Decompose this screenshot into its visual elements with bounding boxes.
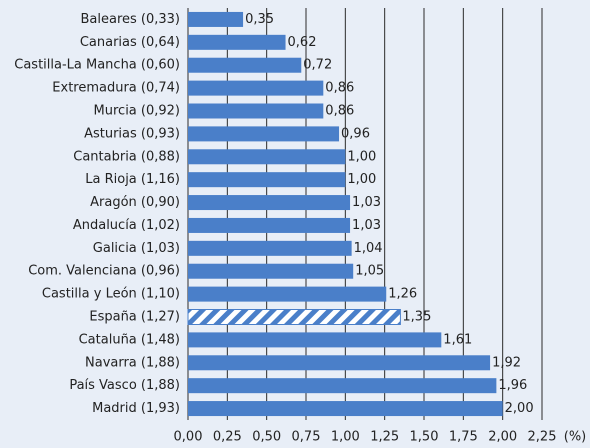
x-tick-label: 0,25 <box>213 430 242 445</box>
y-tick-label: Navarra (1,88) <box>85 355 180 370</box>
x-tick-label: 1,00 <box>331 430 360 445</box>
y-tick-label: Extremadura (0,74) <box>52 81 180 96</box>
y-tick-label: Aragón (0,90) <box>90 195 180 210</box>
x-tick-label: 1,25 <box>370 430 399 445</box>
x-tick-label: 1,50 <box>410 430 439 445</box>
y-tick-label: País Vasco (1,88) <box>69 378 180 393</box>
x-axis-label: (%) <box>564 430 587 445</box>
y-tick-label: Galicia (1,03) <box>93 241 180 256</box>
value-label: 0,62 <box>288 35 317 50</box>
value-label: 0,35 <box>245 12 274 27</box>
x-tick-label: 0,00 <box>174 430 203 445</box>
value-label: 0,86 <box>325 104 354 119</box>
x-tick-label: 0,50 <box>252 430 281 445</box>
x-tick-label: 1,75 <box>449 430 478 445</box>
value-label: 1,92 <box>492 355 521 370</box>
value-label: 1,00 <box>347 149 376 164</box>
value-label: 1,35 <box>402 310 431 325</box>
y-tick-label: Asturias (0,93) <box>84 126 180 141</box>
value-label: 1,03 <box>352 195 381 210</box>
y-tick-label: Madrid (1,93) <box>92 401 180 416</box>
y-tick-label: Andalucía (1,02) <box>73 218 180 233</box>
bar <box>188 34 286 50</box>
bar <box>188 11 244 27</box>
bar <box>188 240 352 256</box>
bar <box>188 103 324 119</box>
bar <box>188 57 302 73</box>
bar <box>188 286 387 302</box>
value-label: 1,04 <box>354 241 383 256</box>
value-label: 1,03 <box>352 218 381 233</box>
y-tick-label: Canarias (0,64) <box>80 35 180 50</box>
bar <box>188 149 346 165</box>
y-tick-label: Cantabria (0,88) <box>73 149 180 164</box>
bar <box>188 332 442 348</box>
value-label: 2,00 <box>505 401 534 416</box>
y-tick-label: Castilla-La Mancha (0,60) <box>14 58 180 73</box>
x-tick-label: 2,00 <box>488 430 517 445</box>
x-tick-label: 0,75 <box>292 430 321 445</box>
bar <box>188 217 351 233</box>
bar <box>188 80 324 96</box>
value-label: 0,86 <box>325 81 354 96</box>
bar <box>188 355 491 371</box>
value-label: 0,72 <box>303 58 332 73</box>
bar <box>188 401 503 417</box>
value-label: 1,05 <box>355 264 384 279</box>
bar <box>188 195 351 211</box>
x-tick-label: 2,25 <box>528 430 557 445</box>
bar <box>188 263 354 279</box>
y-tick-label: La Rioja (1,16) <box>85 172 180 187</box>
y-tick-label: Cataluña (1,48) <box>79 332 180 347</box>
bar <box>188 172 346 188</box>
bar <box>188 378 497 394</box>
y-tick-label: Baleares (0,33) <box>80 12 180 27</box>
y-tick-label: Com. Valenciana (0,96) <box>28 264 180 279</box>
value-label: 1,00 <box>347 172 376 187</box>
value-label: 1,96 <box>498 378 527 393</box>
bar <box>187 309 401 325</box>
value-label: 1,61 <box>443 332 472 347</box>
bar <box>188 126 340 142</box>
y-tick-label: Castilla y León (1,10) <box>42 287 180 302</box>
y-tick-label: Murcia (0,92) <box>94 104 180 119</box>
value-label: 0,96 <box>341 126 370 141</box>
value-label: 1,26 <box>388 287 417 302</box>
y-tick-label: España (1,27) <box>89 310 180 325</box>
